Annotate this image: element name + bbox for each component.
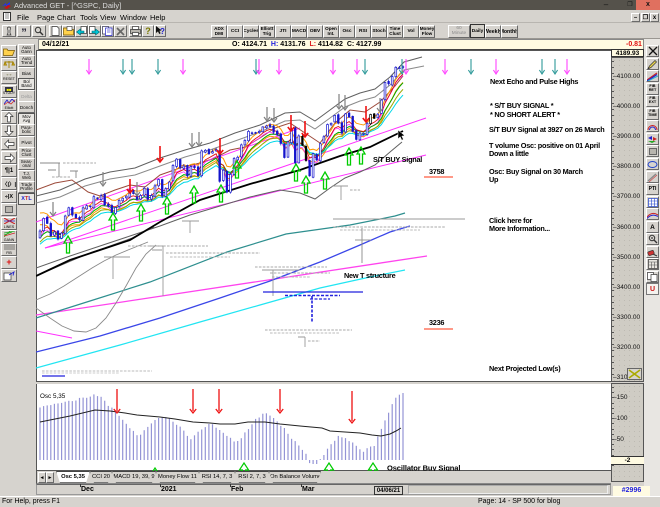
svg-text:3758: 3758 — [429, 167, 444, 176]
svg-text:S/T BUY Signal: S/T BUY Signal — [373, 155, 422, 164]
svg-text:More Information...: More Information... — [489, 224, 550, 233]
svg-text:S/T BUY Signal at 3927 on 26 M: S/T BUY Signal at 3927 on 26 March — [489, 125, 604, 134]
svg-text:T volume Osc: positive on 01 A: T volume Osc: positive on 01 April — [489, 141, 600, 150]
svg-text:3236: 3236 — [429, 318, 444, 327]
svg-text:Osc 5,35: Osc 5,35 — [40, 393, 66, 400]
svg-text:* NO SHORT ALERT *: * NO SHORT ALERT * — [490, 110, 560, 119]
svg-text:* S/T BUY SIGNAL *: * S/T BUY SIGNAL * — [490, 101, 554, 110]
svg-text:Click here for: Click here for — [489, 216, 533, 225]
svg-text:Oscillator Buy Signal: Oscillator Buy Signal — [387, 464, 460, 473]
svg-text:?: ? — [160, 27, 165, 36]
svg-text:Next Echo and Pulse Highs: Next Echo and Pulse Highs — [490, 77, 578, 86]
svg-text:Next Projected Low(s): Next Projected Low(s) — [489, 364, 561, 373]
svg-text:Osc: Buy Signal on 30 March: Osc: Buy Signal on 30 March — [489, 167, 583, 176]
svg-text:New T structure: New T structure — [344, 271, 396, 280]
svg-text:Up: Up — [489, 175, 499, 184]
svg-text:Down a little: Down a little — [489, 149, 529, 158]
